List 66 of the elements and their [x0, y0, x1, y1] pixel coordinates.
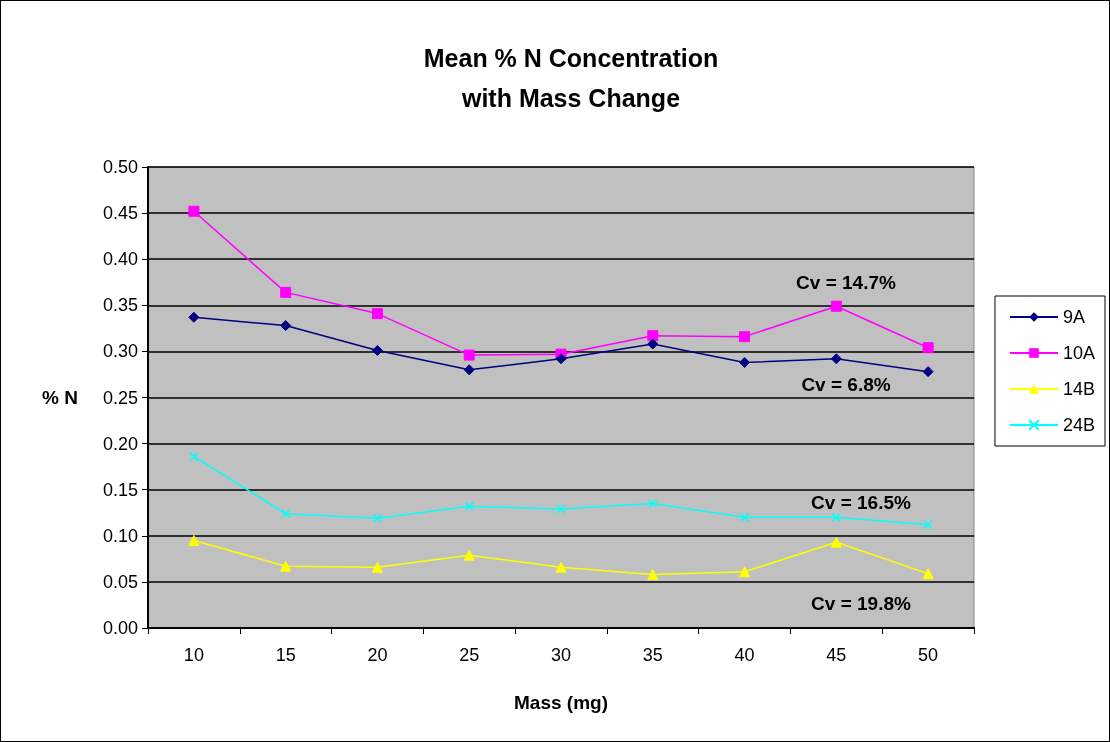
x-tick-label: 15 — [275, 645, 296, 665]
point — [648, 498, 658, 509]
point — [830, 536, 842, 548]
point — [280, 560, 292, 572]
x-tick-label: 10 — [183, 645, 204, 665]
x-tick-label: 25 — [459, 645, 480, 665]
y-tick-label: 0.25 — [102, 387, 138, 408]
y-tick-label: 0.40 — [102, 249, 138, 270]
point — [830, 353, 842, 365]
point — [922, 568, 934, 580]
annotation: Cv = 14.7% — [796, 271, 897, 293]
point — [922, 366, 934, 378]
y-tick-label: 0.05 — [102, 571, 138, 592]
point — [555, 353, 567, 365]
point — [463, 364, 475, 376]
point — [188, 205, 200, 217]
point — [556, 504, 566, 514]
x-tick-label: 45 — [826, 645, 847, 665]
point — [555, 561, 567, 573]
y-tick-label: 0.30 — [102, 341, 138, 362]
point — [280, 286, 292, 298]
legend-label: 24B — [1062, 415, 1095, 435]
point — [647, 569, 659, 581]
point — [739, 331, 751, 343]
annotation: Cv = 16.5% — [811, 491, 912, 513]
point — [189, 451, 199, 462]
point — [647, 330, 659, 342]
y-tick-label: 0.15 — [102, 479, 138, 500]
point — [371, 561, 383, 573]
point — [923, 519, 933, 530]
point — [280, 508, 291, 519]
point — [739, 566, 751, 578]
point — [371, 344, 383, 356]
y-tick-label: 0.00 — [102, 618, 138, 638]
point — [280, 320, 292, 332]
y-axis-title: % N — [42, 387, 78, 408]
point — [463, 549, 475, 561]
annotation: Cv = 19.8% — [811, 592, 912, 614]
point — [463, 349, 475, 361]
x-tick-label: 50 — [918, 645, 939, 665]
y-tick-label: 0.10 — [102, 525, 138, 546]
point — [371, 308, 383, 320]
x-axis-title: Mass (mg) — [514, 692, 608, 713]
y-tick-label: 0.35 — [102, 295, 138, 316]
point — [831, 512, 842, 523]
legend-label: 14B — [1062, 379, 1095, 399]
y-tick-label: 0.50 — [102, 157, 138, 177]
x-tick-label: 30 — [550, 645, 572, 665]
point — [922, 342, 934, 354]
point — [188, 311, 200, 323]
chart-title: Mean % N Concentration with Mass Change — [423, 44, 719, 112]
legend-label: 10A — [1062, 343, 1095, 363]
y-tick-label: 0.20 — [102, 433, 138, 454]
point — [188, 534, 200, 546]
point — [830, 300, 842, 312]
x-tick-label: 20 — [367, 645, 388, 665]
annotation: Cv = 6.8% — [801, 373, 891, 395]
y-tick-label: 0.45 — [102, 203, 138, 224]
legend-label: 9A — [1062, 307, 1085, 327]
x-tick-label: 40 — [734, 645, 755, 665]
point — [739, 356, 751, 368]
point — [464, 501, 474, 512]
x-tick-label: 35 — [642, 645, 663, 665]
point — [372, 513, 383, 524]
point — [647, 338, 659, 350]
point — [739, 512, 750, 523]
